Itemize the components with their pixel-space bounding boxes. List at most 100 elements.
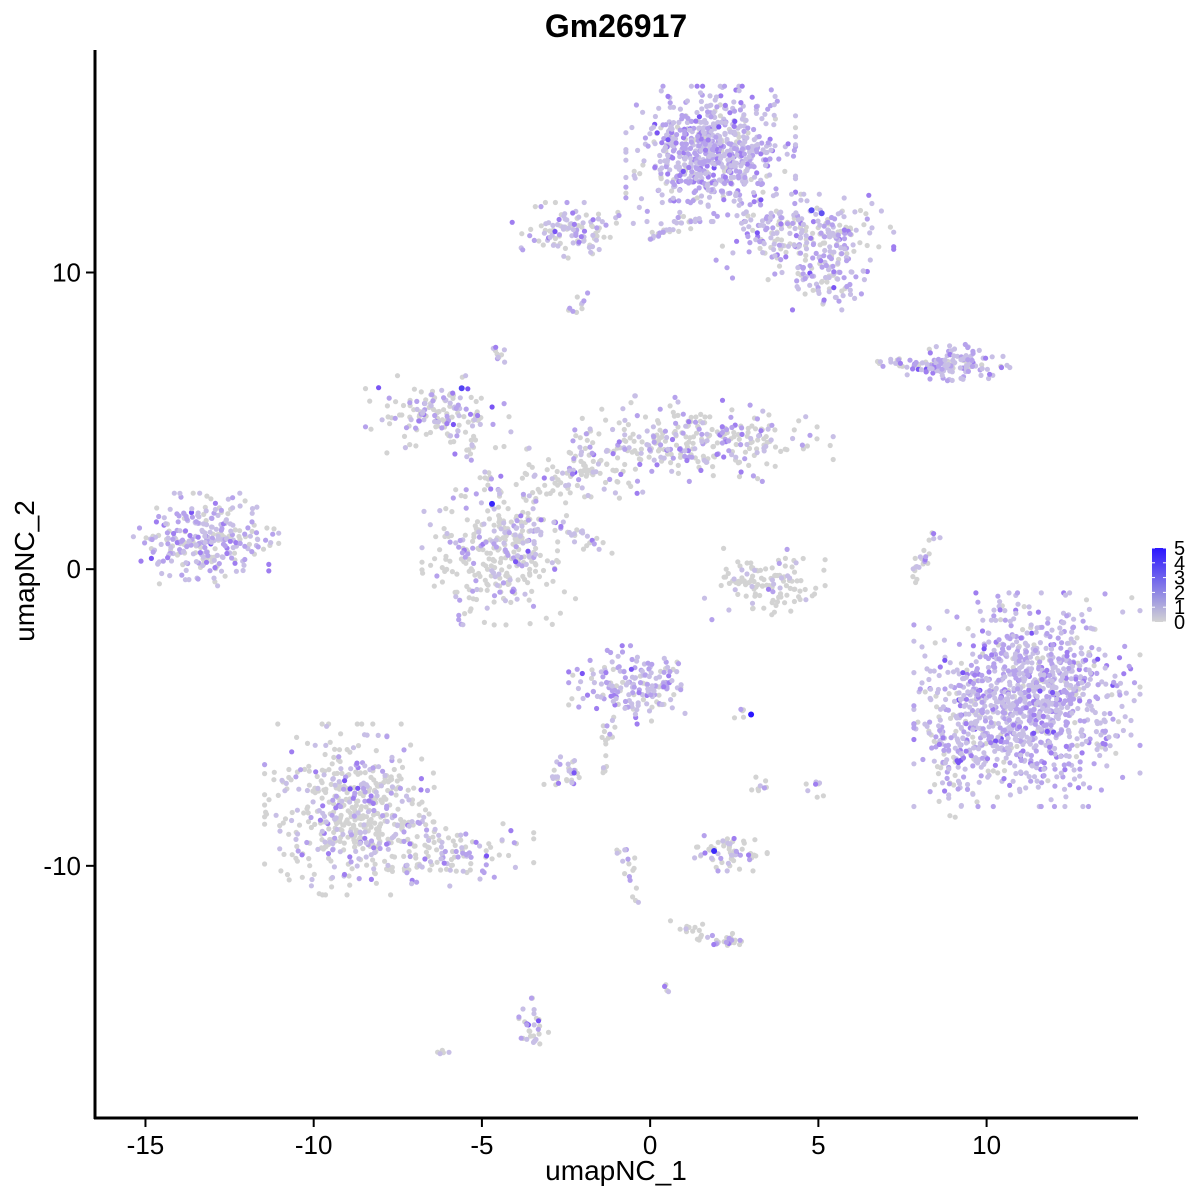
- cell-point-c12: [933, 734, 939, 740]
- cell-point-c7: [515, 577, 521, 583]
- cell-point-c19: [516, 1014, 522, 1020]
- cell-point-c15: [321, 772, 327, 778]
- cell-point-c2: [795, 265, 801, 271]
- cell-point-c1: [669, 188, 675, 194]
- cell-point-c12: [1122, 714, 1128, 720]
- cell-point-c6: [138, 558, 144, 564]
- cell-point-c9: [670, 455, 676, 461]
- cell-point-c13: [978, 773, 984, 779]
- cell-point-c12: [1068, 676, 1074, 682]
- cell-point-c12: [1074, 743, 1080, 749]
- cell-point-c12: [1067, 590, 1073, 596]
- cell-point-c15: [294, 807, 300, 813]
- cell-point-c9: [714, 451, 720, 457]
- cell-point-c12: [974, 799, 980, 805]
- cell-point-c1: [741, 112, 747, 118]
- cell-point-c11: [723, 574, 729, 580]
- cell-point-c1: [731, 198, 737, 204]
- cell-point-c7: [563, 513, 570, 519]
- cell-point-s5: [563, 483, 569, 489]
- cell-point-c2: [724, 265, 730, 271]
- cell-point-c8: [461, 414, 467, 420]
- cell-point-c1: [765, 140, 771, 146]
- cell-point-c12: [1072, 720, 1078, 726]
- cell-point-c12: [936, 672, 942, 679]
- cell-point-c15: [368, 793, 374, 799]
- cell-point-c15: [289, 749, 295, 755]
- cell-point-s17: [665, 989, 672, 995]
- cell-point-c7: [506, 530, 512, 536]
- cell-point-c12: [919, 680, 925, 686]
- cell-point-c9: [750, 473, 757, 479]
- cell-point-c2: [864, 242, 870, 249]
- cell-point-c12: [1078, 645, 1084, 651]
- cell-point-c6: [163, 521, 169, 527]
- cell-point-c12: [943, 696, 949, 703]
- cell-point-c9: [700, 420, 706, 426]
- cell-point-c12: [1011, 616, 1017, 622]
- cell-point-s3: [913, 359, 919, 366]
- cell-point-c9: [647, 447, 653, 453]
- cell-point-c1: [656, 187, 662, 193]
- cell-point-s4: [454, 433, 460, 439]
- cell-point-c12: [979, 628, 986, 634]
- cell-point-c10: [567, 490, 573, 496]
- cell-point-c12: [970, 763, 976, 769]
- cell-point-c1: [692, 150, 698, 156]
- cell-point-c13: [952, 814, 958, 820]
- cell-point-s8: [612, 724, 618, 730]
- cell-point-c12: [1094, 720, 1101, 727]
- colorbar-label: 3: [1174, 568, 1185, 590]
- cell-point-c16: [412, 843, 418, 849]
- cell-point-c4: [607, 234, 613, 240]
- cell-point-c12: [1036, 714, 1042, 720]
- cell-point-c12: [934, 704, 940, 710]
- cell-point-c16: [508, 828, 514, 834]
- cell-point-c14: [574, 666, 580, 672]
- cell-point-c1: [759, 181, 766, 187]
- cell-point-c15: [266, 797, 272, 803]
- cell-point-c6: [197, 490, 203, 496]
- cell-point-c9: [686, 478, 692, 484]
- cell-point-c5: [958, 357, 964, 363]
- cell-point-s4: [448, 439, 454, 445]
- cell-point-c1: [745, 130, 751, 136]
- cell-point-c12: [1011, 672, 1018, 678]
- cell-point-c12: [945, 669, 951, 675]
- cell-point-c18: [724, 836, 731, 842]
- cell-point-c15: [380, 768, 386, 774]
- cell-point-c2: [772, 253, 778, 259]
- cell-point-c16: [531, 836, 537, 842]
- cell-point-c6: [159, 570, 165, 577]
- cell-point-c15: [399, 764, 406, 771]
- cell-point-s8: [600, 723, 606, 729]
- cell-point-c2: [725, 212, 731, 218]
- cell-point-s1: [657, 230, 663, 236]
- cell-point-c12: [1048, 658, 1054, 664]
- cell-point-c2: [793, 210, 799, 216]
- cell-point-c12: [1014, 699, 1020, 706]
- cell-point-c1: [705, 187, 711, 193]
- cell-point-c9: [634, 413, 640, 419]
- cell-point-c12: [1077, 773, 1083, 779]
- cell-point-s13: [757, 783, 763, 789]
- cell-point-c15: [363, 782, 369, 788]
- cell-point-c14: [634, 658, 640, 664]
- cell-point-c5: [951, 353, 957, 359]
- cell-point-c7: [476, 534, 482, 540]
- cell-point-c5: [945, 362, 951, 368]
- cell-point-c15: [362, 798, 368, 804]
- cell-point-c1: [631, 168, 637, 174]
- cell-point-c3: [840, 293, 846, 299]
- cell-point-c7: [443, 506, 449, 512]
- cell-point-c1: [768, 87, 774, 93]
- cell-point-c12: [941, 747, 947, 754]
- cell-point-c12: [977, 654, 983, 660]
- cell-point-c15: [324, 723, 330, 729]
- cell-point-c10: [498, 473, 504, 479]
- cell-point-c12: [1098, 732, 1104, 738]
- cell-point-c1: [685, 151, 691, 157]
- cell-point-c12: [1063, 670, 1069, 676]
- cell-point-c12: [1011, 722, 1017, 728]
- cell-point-c15: [378, 798, 385, 804]
